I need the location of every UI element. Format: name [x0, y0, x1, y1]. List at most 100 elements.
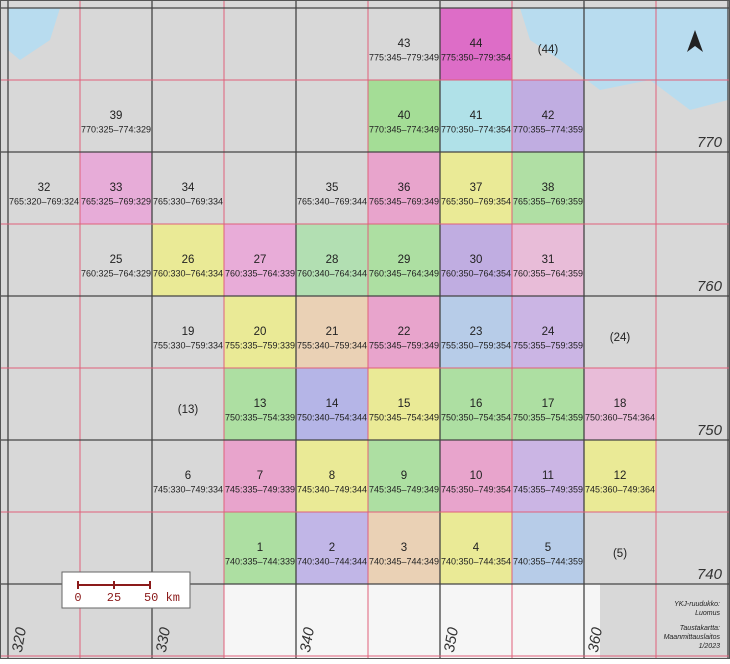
cell-number: (44) — [538, 44, 559, 56]
cell-code: 765:325–769:329 — [81, 196, 151, 206]
cell-number: 11 — [542, 470, 554, 482]
cell-number: 26 — [182, 254, 195, 266]
cell-code: 745:360–749:364 — [585, 484, 655, 494]
cell-code: 745:345–749:349 — [369, 484, 439, 494]
cell-fill — [368, 224, 440, 296]
cell-fill — [296, 440, 368, 512]
cell-code: 745:355–749:359 — [513, 484, 583, 494]
cell-number: 12 — [614, 470, 627, 482]
attribution: 1/2023 — [699, 643, 721, 650]
cell-fill — [512, 80, 584, 152]
northing-label: 760 — [697, 278, 723, 295]
cell-number: 13 — [254, 398, 267, 410]
cell-code: 760:345–764:349 — [369, 268, 439, 278]
cell-fill — [368, 296, 440, 368]
northing-label: 750 — [697, 422, 723, 439]
cell-fill — [368, 152, 440, 224]
cell-number: 1 — [257, 542, 263, 554]
cell-number: 19 — [182, 326, 195, 338]
cell-code: 765:340–769:344 — [297, 196, 367, 206]
cell-number: 8 — [329, 470, 335, 482]
cell-number: 36 — [398, 182, 411, 194]
cell-number: 30 — [470, 254, 483, 266]
cell-fill — [512, 224, 584, 296]
cell-code: 740:340–744:344 — [297, 556, 367, 566]
cell-code: 765:345–769:349 — [369, 196, 439, 206]
cell-number: 10 — [470, 470, 483, 482]
cell-code: 770:350–774:354 — [441, 124, 511, 134]
cell-code: 745:340–749:344 — [297, 484, 367, 494]
attribution: Maanmittauslaitos — [664, 634, 721, 641]
cell-fill — [224, 440, 296, 512]
cell-fill — [80, 152, 152, 224]
cell-fill — [440, 8, 512, 80]
cell-number: 32 — [38, 182, 51, 194]
cell-code: 740:345–744:349 — [369, 556, 439, 566]
cell-number: 39 — [110, 110, 123, 122]
cell-fill — [512, 368, 584, 440]
cell-fill — [368, 512, 440, 584]
cell-code: 750:345–754:349 — [369, 412, 439, 422]
attribution: Luomus — [695, 610, 720, 617]
easting-label: 340 — [297, 625, 318, 653]
cell-code: 740:350–744:354 — [441, 556, 511, 566]
cell-code: 750:360–754:364 — [585, 412, 655, 422]
cell-fill — [296, 368, 368, 440]
cell-code: 755:340–759:344 — [297, 340, 367, 350]
cell-fill — [440, 152, 512, 224]
cell-code: 745:335–749:339 — [225, 484, 295, 494]
scale-label: 25 — [107, 591, 121, 605]
northing-label: 740 — [697, 566, 723, 583]
cell-number: 4 — [473, 542, 480, 554]
cell-code: 760:340–764:344 — [297, 268, 367, 278]
cell-fill — [224, 224, 296, 296]
cell-fill — [440, 440, 512, 512]
lake — [8, 8, 60, 60]
cell-fill — [584, 440, 656, 512]
cell-fill — [368, 440, 440, 512]
cell-code: 750:355–754:359 — [513, 412, 583, 422]
cell-code: 740:355–744:359 — [513, 556, 583, 566]
cell-number: 33 — [110, 182, 123, 194]
cell-number: 38 — [542, 182, 555, 194]
cell-number: 5 — [545, 542, 551, 554]
cells — [80, 8, 656, 584]
cell-number: 34 — [182, 182, 195, 194]
cell-fill — [440, 296, 512, 368]
land — [224, 584, 600, 659]
cell-fill — [296, 512, 368, 584]
cell-code: 775:350–779:354 — [441, 52, 511, 62]
cell-number: (5) — [613, 548, 627, 560]
cell-number: 40 — [398, 110, 411, 122]
cell-code: 750:335–754:339 — [225, 412, 295, 422]
cell-code: 755:330–759:334 — [153, 340, 223, 350]
cell-fill — [512, 440, 584, 512]
cell-fill — [224, 296, 296, 368]
cell-number: 43 — [398, 38, 411, 50]
cell-number: (13) — [178, 404, 199, 416]
cell-number: 42 — [542, 110, 555, 122]
cell-fill — [512, 512, 584, 584]
cell-number: 18 — [614, 398, 627, 410]
cell-number: 22 — [398, 326, 411, 338]
cell-fill — [440, 512, 512, 584]
cell-number: 6 — [185, 470, 191, 482]
easting-label: 330 — [153, 625, 174, 653]
easting-label: 360 — [585, 625, 606, 653]
cell-number: 25 — [110, 254, 123, 266]
sea — [520, 8, 728, 110]
attribution: YKJ-ruudukko: — [674, 601, 720, 608]
cell-number: 35 — [326, 182, 339, 194]
cell-code: 755:350–759:354 — [441, 340, 511, 350]
cell-code: 770:345–774:349 — [369, 124, 439, 134]
cell-code: 750:340–754:344 — [297, 412, 367, 422]
cell-number: 29 — [398, 254, 411, 266]
easting-label: 320 — [9, 625, 30, 653]
labels: 43775:345–779:34944775:350–779:354(44)39… — [9, 38, 723, 654]
cell-code: 775:345–779:349 — [369, 52, 439, 62]
cell-fill — [152, 224, 224, 296]
cell-code: 760:325–764:329 — [81, 268, 151, 278]
cell-number: 23 — [470, 326, 483, 338]
